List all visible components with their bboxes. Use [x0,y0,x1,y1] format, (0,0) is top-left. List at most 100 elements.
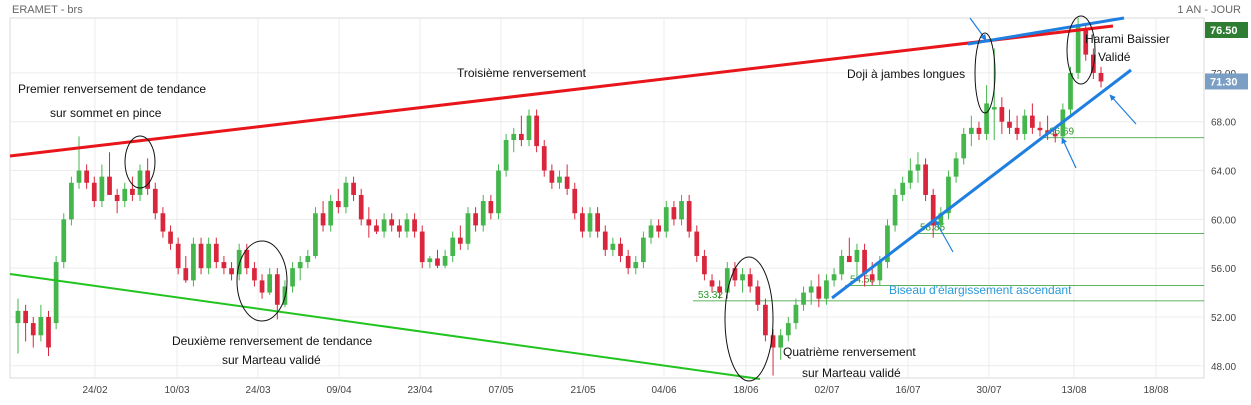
candle-body-down [198,243,204,269]
candle-body-up [297,262,303,269]
candle-body-up [381,219,387,232]
candle-body-up [76,170,82,183]
candle-body-up [69,182,74,220]
candle-body-down [1014,127,1020,134]
candle-body-down [107,176,112,195]
candle-body-down [358,194,364,220]
price-level-label: 53.32 [698,290,723,301]
x-tick-label: 13/08 [1061,385,1086,396]
candle-body-down [259,280,265,293]
candle-body-up [915,164,921,171]
candle-body-up [877,262,883,281]
candle-body-up [839,255,845,275]
current-price-badge-bg [1205,73,1248,90]
candle-body-up [984,103,989,134]
candle-body-down [702,255,707,275]
candle-body-down [46,316,51,348]
candle-body-up [663,207,669,232]
candle-body-down [625,255,631,269]
candle-body-down [457,237,463,244]
candle-body-up [191,243,196,281]
candle-body-down [274,274,280,305]
candle-body-down [747,274,753,287]
period-label[interactable]: 1 AN - JOUR [1177,4,1241,16]
last-price-badge-bg [1205,22,1248,38]
candle-body-down [671,207,677,220]
candle-body-down [999,107,1005,122]
annotation-text: Biseau d'élargissement ascendant [889,283,1072,297]
plot-frame [9,17,1205,379]
pattern-highlight-ellipse [724,256,774,382]
y-tick-label: 60.00 [1211,215,1236,226]
candle-body-down [435,258,440,266]
annotation-text: Deuxième renversement de tendance [172,334,372,348]
candle-body-up [938,213,944,226]
candle-body-up [740,274,745,281]
candle-body-down [229,268,234,275]
candle-body-up [511,133,517,141]
candle-body-up [557,176,562,183]
resistance-trendline [9,24,1114,158]
candle-body-down [175,243,181,269]
candle-body-down [930,194,936,226]
y-tick-label: 56.00 [1211,264,1236,275]
wedge-upper-trendline [967,16,1125,46]
candle-body-down [1029,115,1035,128]
candle-body-up [778,335,784,348]
x-tick-label: 24/02 [82,385,107,396]
candle-body-up [53,262,59,324]
candle-body-down [846,255,852,263]
candle-body-up [503,140,509,171]
y-tick-label: 64.00 [1211,167,1236,178]
candle-body-down [602,231,608,250]
candle-body-up [785,323,791,336]
candle-body-down [160,213,166,232]
candle-body-up [991,107,997,110]
candle-body-down [1052,133,1058,137]
x-tick-label: 18/08 [1143,385,1168,396]
annotation-text: sur sommet en pince [50,106,162,120]
candle-body-up [907,170,913,183]
candle-body-down [168,231,173,244]
candle-body-down [770,335,776,348]
candle-body-up [801,292,806,305]
candle-body-down [473,213,478,226]
candle-body-up [968,127,974,134]
candle-body-down [717,286,723,293]
candle-body-down [869,274,875,281]
candle-body-up [946,176,951,214]
candle-body-up [61,219,67,263]
pointer-arrow [934,219,954,253]
x-tick-label: 21/05 [570,385,595,396]
candle-body-down [709,280,715,287]
pattern-highlight-ellipse [236,240,288,322]
candle-body-down [976,127,982,134]
candle-body-up [648,225,654,238]
annotation-text: sur Marteau validé [802,366,901,380]
candle-body-up [38,316,44,336]
candle-body-down [1037,127,1043,131]
candle-body-up [99,176,105,202]
candle-body-up [15,310,21,324]
candle-body-up [854,249,860,263]
candle-body-up [900,182,906,195]
candle-body-up [267,274,273,293]
candle-body-down [572,188,578,214]
current-price-badge: 71.30 [1210,76,1238,88]
y-tick-label: 48.00 [1211,362,1236,373]
candle-body-up [526,115,532,141]
price-level-label: 54.58 [850,274,875,285]
annotation-text: Doji à jambes longues [847,67,965,81]
candle-body-down [595,213,600,232]
candle-body-up [679,201,684,220]
candle-body-down [755,286,761,305]
candle-body-down [694,231,700,256]
candle-body-up [480,201,486,226]
candle-body-down [763,304,768,336]
last-price-badge: 76.50 [1210,25,1238,37]
candle-body-down [389,219,395,226]
candle-body-down [152,188,158,214]
candle-body-up [793,304,799,324]
candle-body-down [84,170,90,183]
